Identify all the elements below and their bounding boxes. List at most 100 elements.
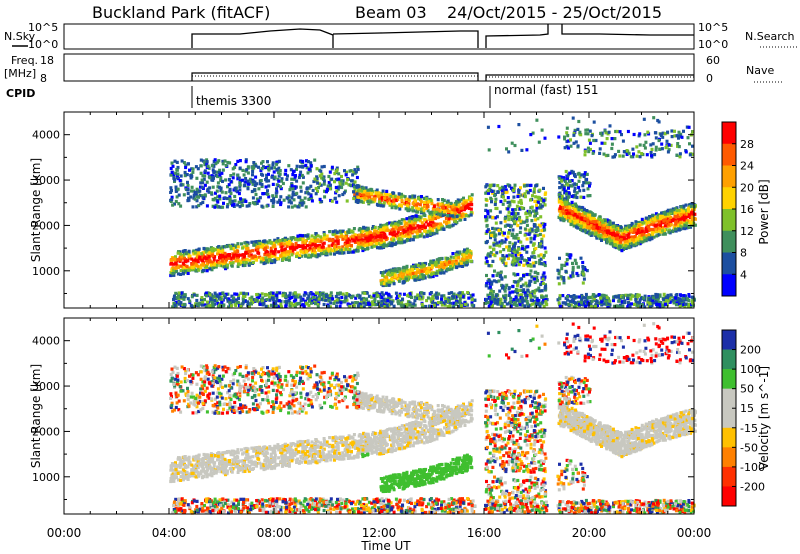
power-cell (625, 149, 629, 153)
power-cell (423, 218, 427, 222)
power-cell (644, 234, 648, 238)
power-cell (630, 242, 634, 246)
power-cell (465, 256, 469, 260)
power-cell (408, 224, 412, 228)
power-cell (252, 260, 255, 264)
power-cell (507, 218, 511, 222)
power-cell (592, 217, 596, 221)
power-cell (171, 164, 175, 168)
power-cell (318, 243, 321, 248)
power-cell (199, 164, 203, 168)
power-cell (307, 192, 311, 196)
power-cell (300, 203, 304, 207)
power-cell (673, 211, 677, 215)
power-cell (512, 211, 516, 215)
power-cell (447, 220, 451, 224)
power-cell (611, 221, 615, 225)
power-cell (177, 257, 181, 261)
power-cell (253, 180, 257, 184)
power-cell (533, 199, 537, 203)
power-cell (516, 291, 520, 295)
power-cell (173, 202, 176, 206)
power-cell (574, 202, 578, 206)
power-cell (353, 192, 357, 197)
power-cell (242, 245, 246, 249)
power-cell (259, 168, 263, 173)
power-cell (341, 192, 345, 197)
power-cell (358, 227, 362, 231)
power-cell (484, 256, 488, 260)
power-cell (484, 208, 488, 212)
power-cell (232, 172, 236, 176)
power-cell (571, 205, 575, 209)
power-cell (526, 191, 530, 195)
power-cell (348, 169, 352, 173)
power-cell (684, 216, 688, 220)
power-cell (212, 265, 216, 270)
power-cell (311, 242, 315, 246)
power-cell (379, 238, 383, 242)
power-cell (330, 165, 334, 169)
power-cell (272, 241, 276, 245)
power-cell (263, 261, 267, 265)
power-cell (395, 241, 399, 245)
power-cell (428, 215, 432, 220)
power-cell (359, 199, 363, 203)
power-cell (290, 184, 294, 188)
power-cell (452, 259, 456, 263)
power-cell (559, 177, 563, 181)
power-cell (655, 227, 659, 232)
power-cell (197, 268, 201, 272)
power-cell (582, 225, 586, 229)
power-cell (402, 280, 406, 284)
power-cell (304, 205, 308, 209)
power-cell (361, 242, 365, 246)
power-cell (573, 207, 577, 211)
power-cell (519, 284, 523, 289)
power-cell (418, 234, 422, 238)
power-cell (584, 128, 588, 132)
power-cell (507, 256, 510, 261)
power-cell (528, 258, 531, 262)
power-cell (226, 185, 229, 189)
power-cell (578, 189, 582, 193)
power-cell (361, 193, 365, 197)
power-cell (408, 195, 412, 199)
power-cell (364, 243, 368, 247)
power-cell (310, 234, 314, 238)
power-cell (380, 196, 384, 200)
power-cell (506, 207, 510, 211)
power-cell (322, 235, 326, 240)
power-cell (540, 240, 544, 244)
power-cell (401, 194, 405, 198)
power-cell (279, 185, 282, 189)
power-cell (572, 131, 576, 135)
power-cell (539, 215, 543, 219)
power-cell (573, 128, 577, 132)
nave-tick-bottom: 0 (706, 72, 713, 85)
power-cell (183, 170, 187, 175)
power-cell (586, 230, 590, 235)
power-cell (450, 259, 454, 263)
power-cell (493, 216, 497, 220)
power-cell (370, 188, 374, 192)
power-cell (265, 177, 268, 181)
power-cell (292, 177, 296, 181)
power-cell (673, 214, 677, 218)
power-cell (629, 238, 633, 242)
power-cell (325, 234, 329, 238)
power-cell (192, 189, 196, 193)
power-cell (179, 174, 183, 178)
power-cell (399, 277, 403, 281)
power-cell (301, 201, 305, 205)
nsky-panel-frame (63, 23, 695, 50)
power-cell (446, 214, 450, 218)
power-cell (542, 225, 546, 229)
power-cell (221, 254, 225, 258)
power-cell (313, 177, 317, 181)
power-cell (485, 229, 489, 234)
power-cell (449, 204, 453, 209)
power-cell (609, 231, 613, 235)
power-cell (294, 244, 298, 248)
power-cell (185, 264, 189, 268)
